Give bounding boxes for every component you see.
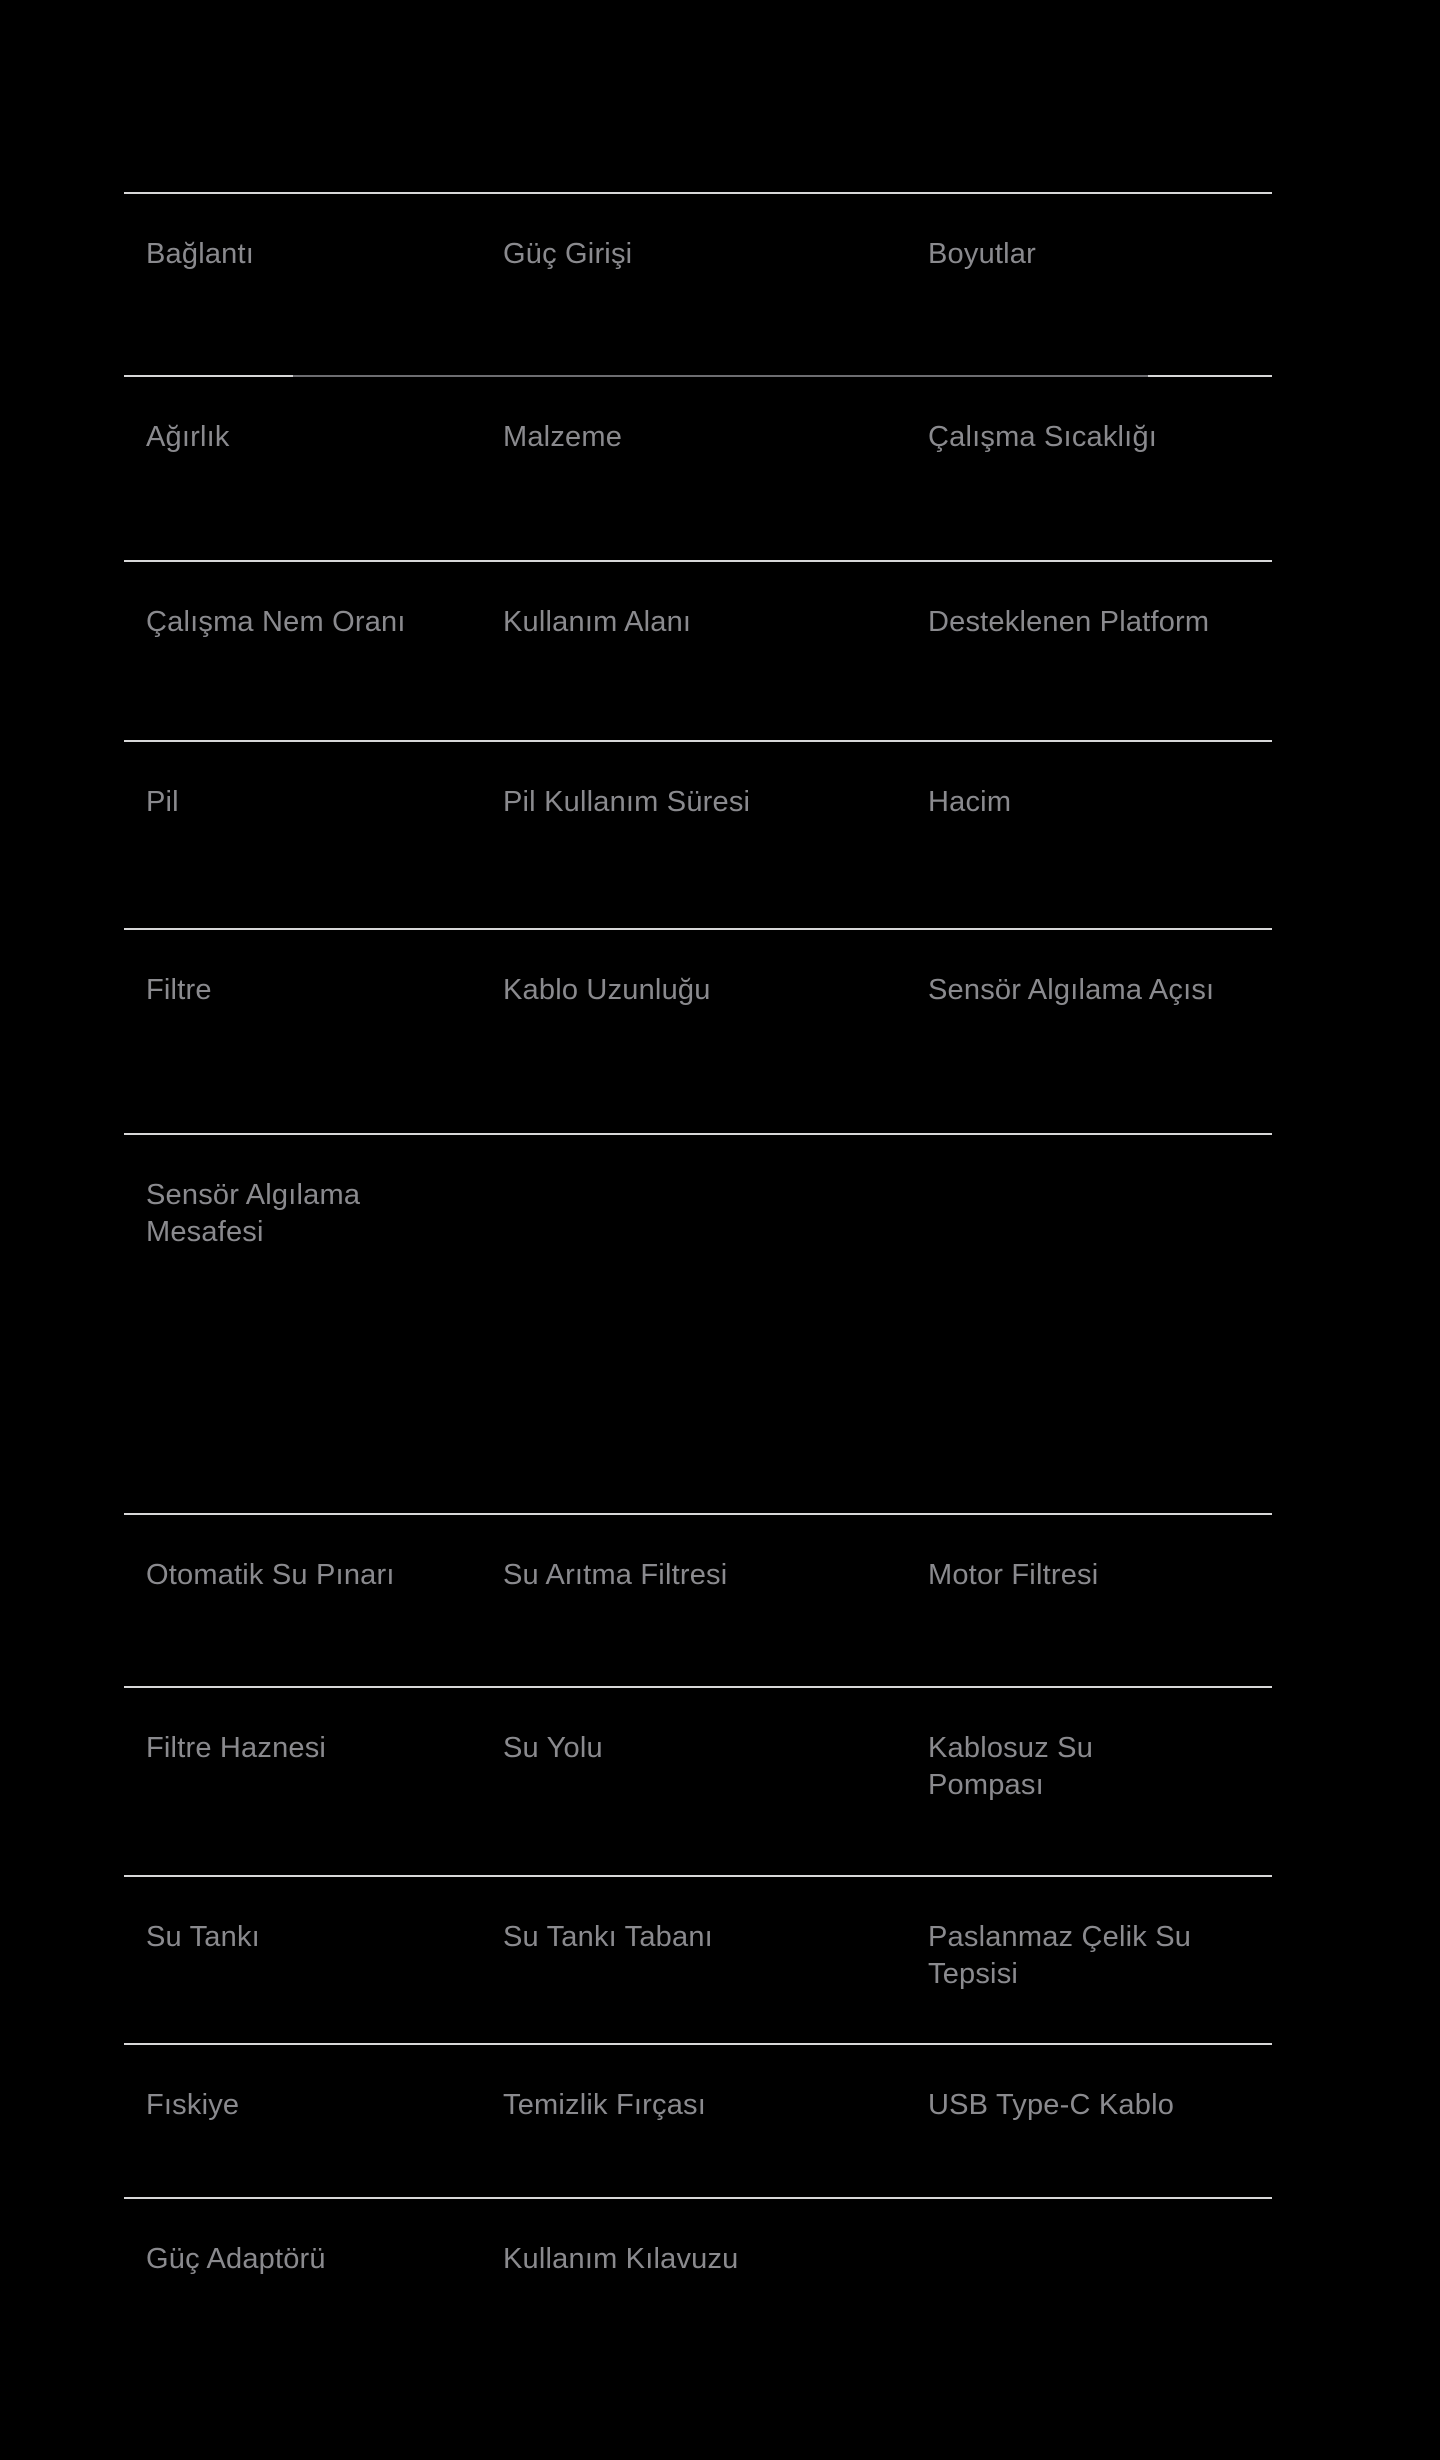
spec-label-sensor-angle: Sensör Algılama Açısı xyxy=(928,974,1215,1006)
package-label-sprayer: Fıskiye xyxy=(146,2089,240,2121)
package-cell-empty xyxy=(928,2241,1272,2460)
spec-row-sensor-distance: Sensör Algılama Mesafesi xyxy=(124,1133,1272,1513)
spec-row-battery: Pil Pil Kullanım Süresi Hacim xyxy=(124,740,1272,928)
package-label-cleaning-brush: Temizlik Fırçası xyxy=(503,2089,706,2121)
spec-label-dimensions: Boyutlar xyxy=(928,238,1036,270)
spec-row-weight: Ağırlık Malzeme Çalışma Sıcaklığı xyxy=(124,375,1272,560)
spec-label-material: Malzeme xyxy=(503,421,623,453)
spec-cell-empty xyxy=(928,1177,1272,1513)
package-label-auto-fountain: Otomatik Su Pınarı xyxy=(146,1559,395,1591)
divider-dim-segment xyxy=(293,375,1148,377)
spec-row-connectivity: Bağlantı Güç Girişi Boyutlar xyxy=(124,192,1272,375)
package-row-tank: Su Tankı Su Tankı Tabanı Paslanmaz Çelik… xyxy=(124,1875,1272,2043)
package-label-user-manual: Kullanım Kılavuzu xyxy=(503,2243,739,2275)
spec-label-sensor-distance: Sensör Algılama Mesafesi xyxy=(146,1179,361,1248)
package-label-wireless-pump: Kablosuz Su Pompası xyxy=(928,1732,1094,1801)
spec-label-operating-humidity: Çalışma Nem Oranı xyxy=(146,606,406,638)
package-label-steel-tray: Paslanmaz Çelik Su Tepsisi xyxy=(928,1921,1192,1990)
spec-label-operating-temperature: Çalışma Sıcaklığı xyxy=(928,421,1158,453)
package-label-power-adapter: Güç Adaptörü xyxy=(146,2243,326,2275)
spec-row-filter: Filtre Kablo Uzunluğu Sensör Algılama Aç… xyxy=(124,928,1272,1133)
spec-label-filter: Filtre xyxy=(146,974,212,1006)
package-row-adapter: Güç Adaptörü Kullanım Kılavuzu xyxy=(124,2197,1272,2460)
package-label-motor-filter: Motor Filtresi xyxy=(928,1559,1099,1591)
package-label-tank-base: Su Tankı Tabanı xyxy=(503,1921,713,1953)
spec-label-power-input: Güç Girişi xyxy=(503,238,633,270)
package-label-usb-c-cable: USB Type-C Kablo xyxy=(928,2089,1175,2121)
spec-label-cable-length: Kablo Uzunluğu xyxy=(503,974,711,1006)
spec-label-connectivity: Bağlantı xyxy=(146,238,255,270)
package-row-fountain: Otomatik Su Pınarı Su Arıtma Filtresi Mo… xyxy=(124,1513,1272,1686)
package-row-filter-box: Filtre Haznesi Su Yolu Kablosuz Su Pompa… xyxy=(124,1686,1272,1875)
spec-label-supported-platform: Desteklenen Platform xyxy=(928,606,1210,638)
package-row-sprayer: Fıskiye Temizlik Fırçası USB Type-C Kabl… xyxy=(124,2043,1272,2197)
spec-row-humidity: Çalışma Nem Oranı Kullanım Alanı Destekl… xyxy=(124,560,1272,740)
package-label-water-tank: Su Tankı xyxy=(146,1921,260,1953)
spec-label-weight: Ağırlık xyxy=(146,421,230,453)
spec-cell-empty xyxy=(503,1177,928,1513)
spec-label-volume: Hacim xyxy=(928,786,1012,818)
spec-label-usage-area: Kullanım Alanı xyxy=(503,606,692,638)
spec-content: Bağlantı Güç Girişi Boyutlar Ağırlık Mal… xyxy=(124,0,1272,2460)
spec-label-battery-life: Pil Kullanım Süresi xyxy=(503,786,751,818)
package-label-waterway: Su Yolu xyxy=(503,1732,603,1764)
spec-label-battery: Pil xyxy=(146,786,179,818)
package-label-filter-box: Filtre Haznesi xyxy=(146,1732,327,1764)
package-label-water-purification-filter: Su Arıtma Filtresi xyxy=(503,1559,728,1591)
